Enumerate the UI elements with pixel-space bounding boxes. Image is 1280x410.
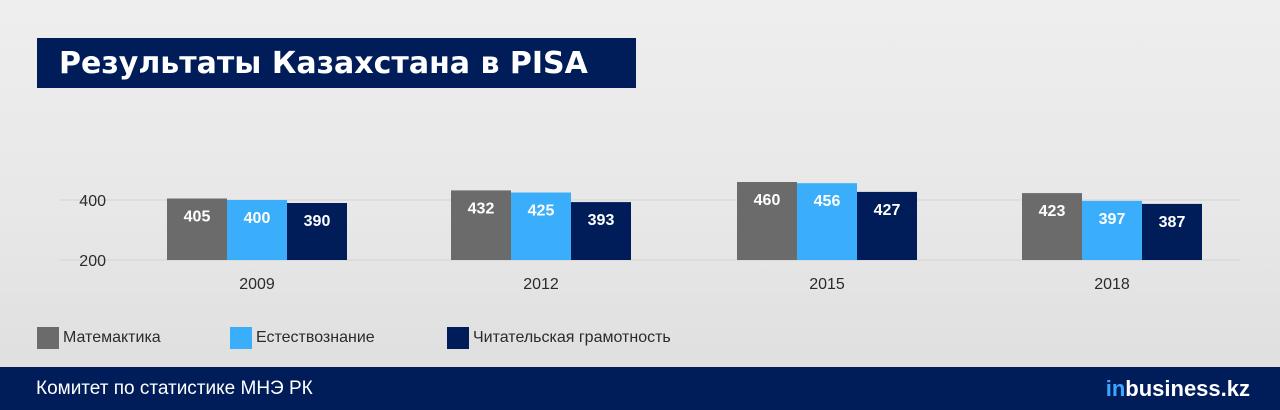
bar — [1142, 203, 1202, 260]
bar — [511, 192, 571, 260]
legend-label-science: Естествознание — [256, 329, 375, 346]
legend-swatch-reading — [447, 327, 469, 349]
legend-swatch-math — [37, 327, 59, 349]
legend-label-math: Матемактика — [63, 329, 161, 346]
data-label: 387 — [1159, 214, 1186, 231]
bar — [857, 191, 917, 260]
data-label: 390 — [304, 213, 331, 230]
bar-chart: 200 400 405 400 390 2009 432 425 393 2012 460 456 42… — [60, 182, 1240, 293]
bar — [167, 198, 227, 260]
data-label: 393 — [588, 212, 615, 229]
legend-item-math: Матемактика — [37, 326, 161, 350]
x-tick-label: 2012 — [523, 276, 559, 293]
data-label: 405 — [184, 209, 211, 226]
chart-title: Результаты Казахстана в PISA — [37, 38, 636, 88]
data-label: 423 — [1039, 203, 1066, 220]
bar — [1082, 200, 1142, 260]
legend-swatch-science — [230, 327, 252, 349]
bar — [797, 183, 857, 260]
legend-item-science: Естествознание — [230, 326, 375, 350]
data-label: 432 — [468, 200, 495, 217]
bar — [1022, 193, 1082, 260]
x-tick-label: 2015 — [809, 276, 845, 293]
bar — [227, 200, 287, 260]
data-label: 427 — [874, 202, 901, 219]
data-label: 400 — [244, 210, 271, 227]
source-note: Комитет по статистике МНЭ РК — [36, 378, 313, 399]
y-tick-label: 200 — [79, 253, 106, 270]
footer-bar: Комитет по статистике МНЭ РК inbusiness.… — [0, 367, 1280, 410]
data-label: 456 — [814, 193, 841, 210]
x-tick-label: 2009 — [239, 276, 275, 293]
bar — [737, 182, 797, 260]
x-tick-label: 2018 — [1094, 276, 1130, 293]
bar — [287, 203, 347, 260]
data-label: 425 — [528, 203, 555, 220]
bar — [451, 190, 511, 260]
y-tick-label: 400 — [79, 193, 106, 210]
legend-item-reading: Читательская грамотность — [447, 326, 671, 350]
bar — [571, 202, 631, 260]
brand-prefix: in — [1105, 376, 1126, 401]
legend-label-reading: Читательская грамотность — [473, 329, 671, 346]
brand-logo: inbusiness.kz — [1106, 367, 1250, 410]
data-label: 397 — [1099, 211, 1126, 228]
data-label: 460 — [754, 192, 781, 209]
brand-name: business.kz — [1125, 376, 1250, 401]
chart-title-text: Результаты Казахстана в PISA — [59, 45, 588, 81]
